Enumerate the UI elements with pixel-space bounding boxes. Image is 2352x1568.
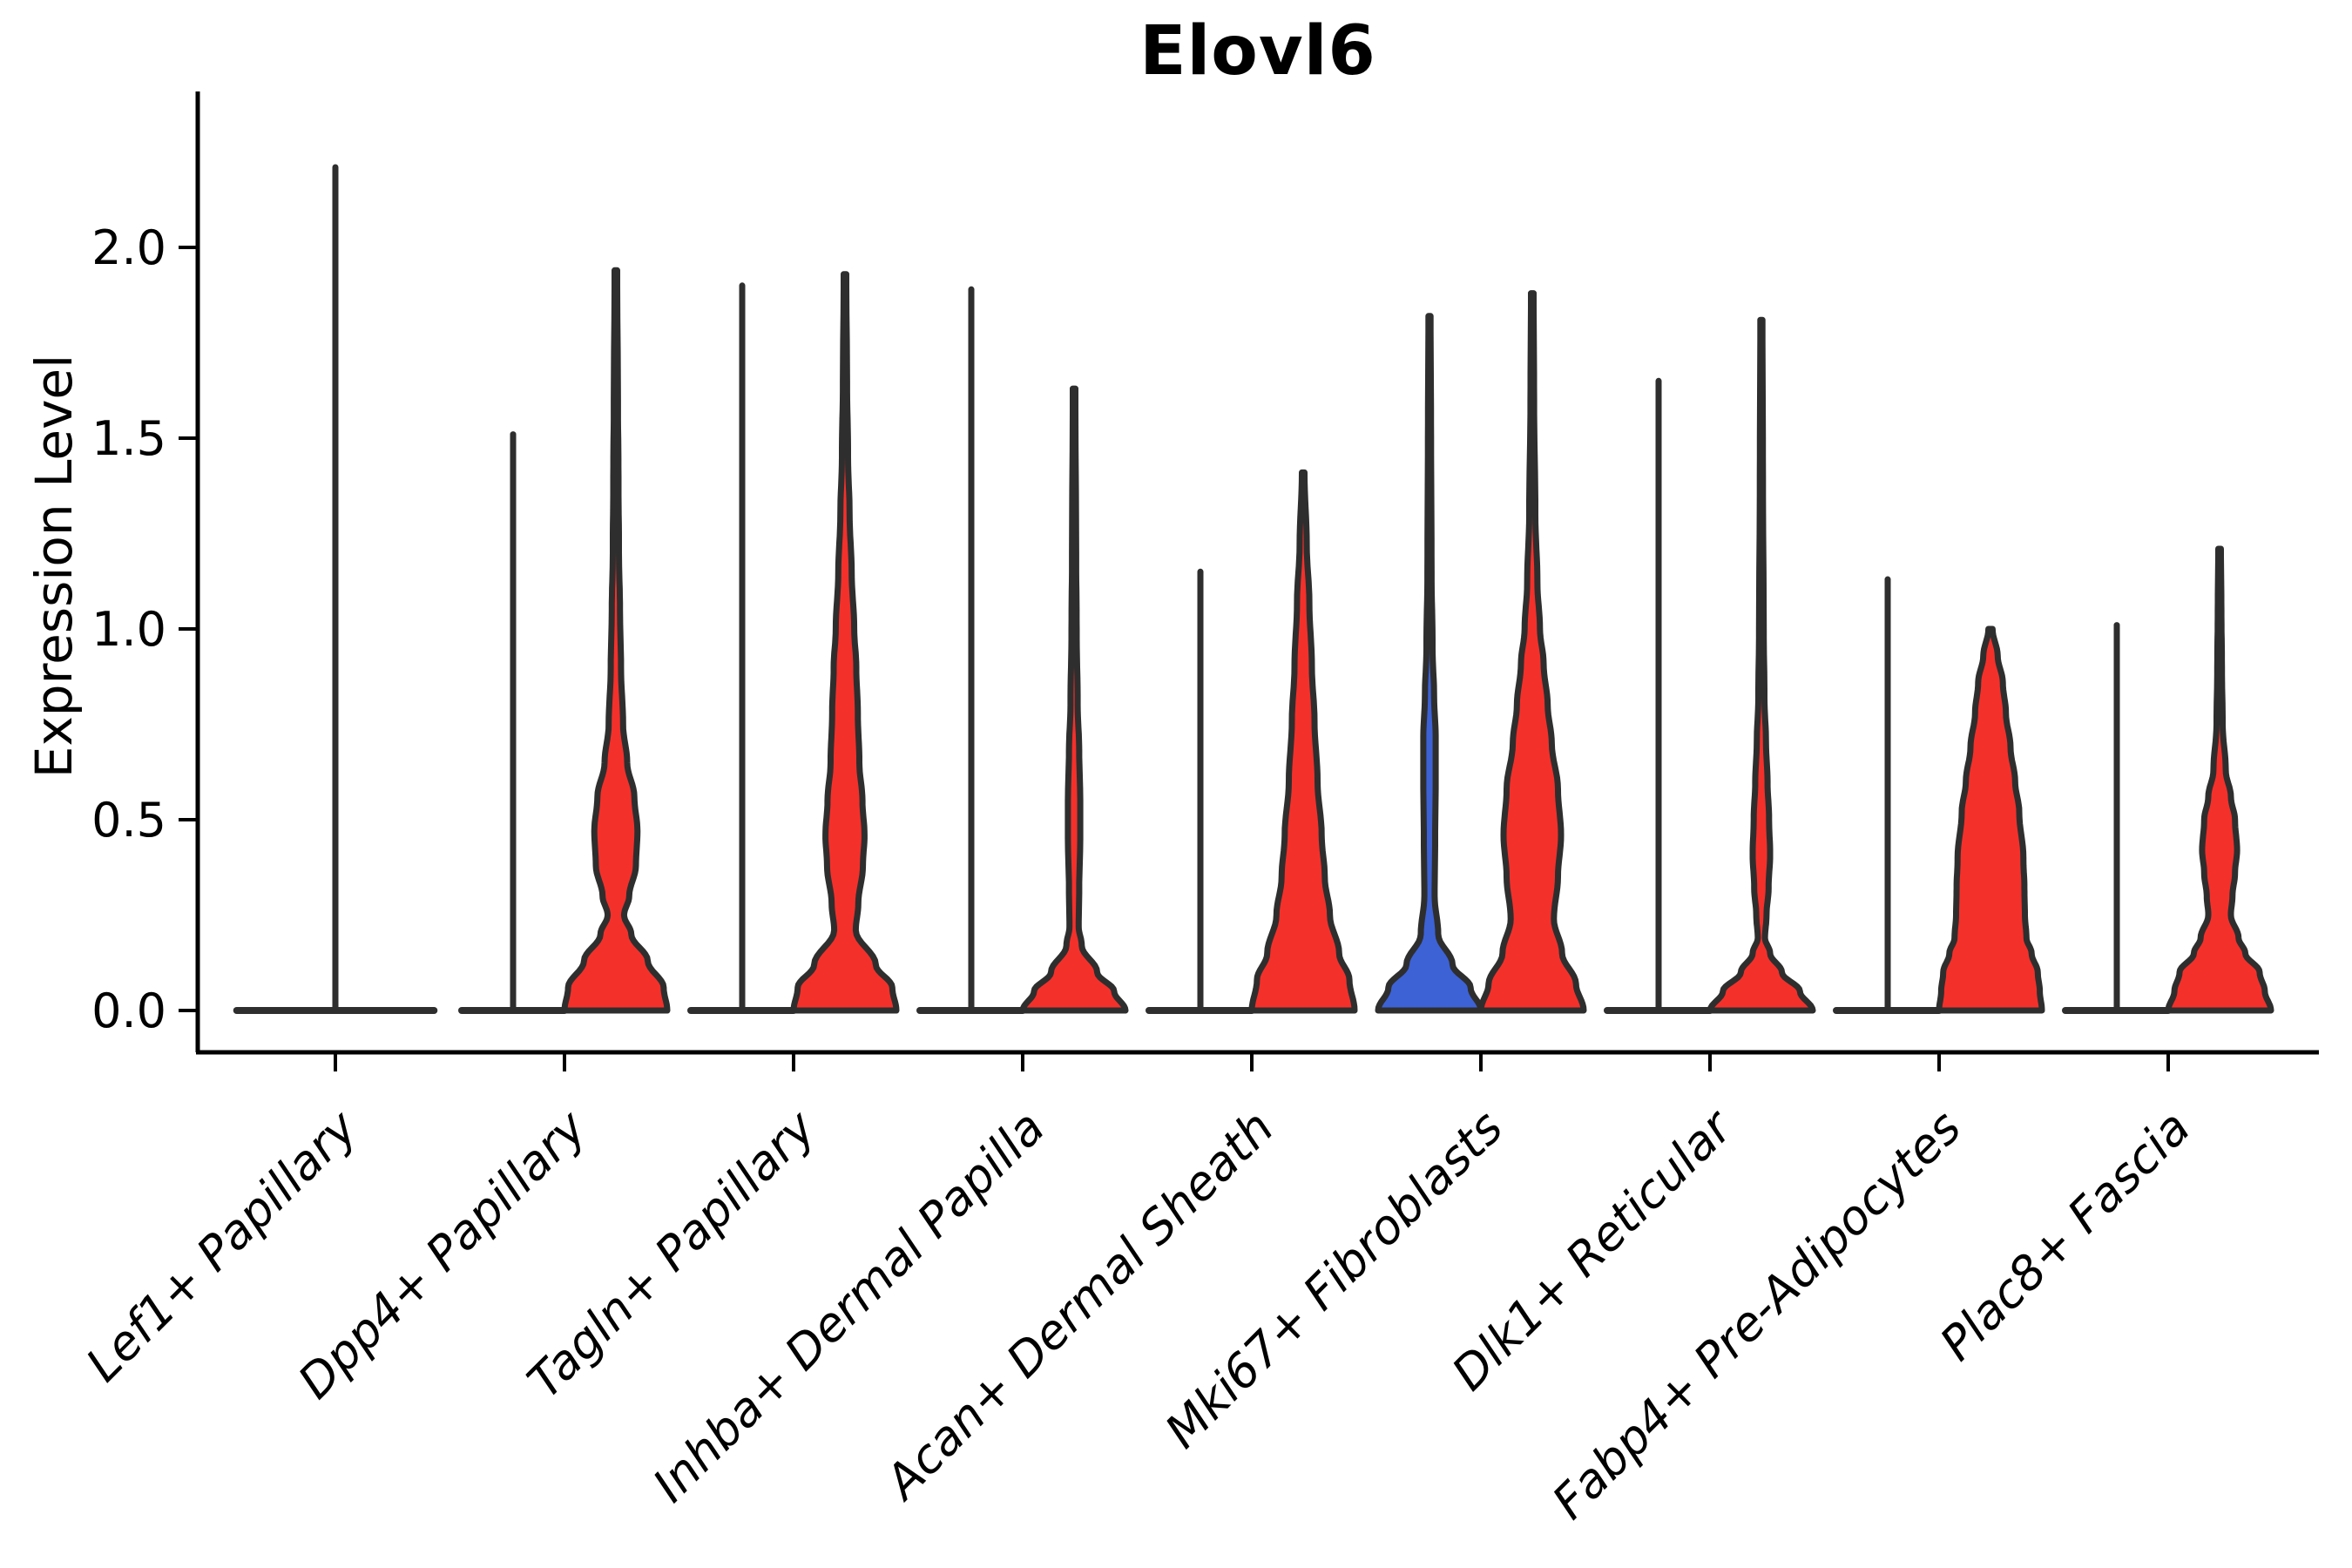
y-axis-title: Expression Level [24,354,84,779]
violin-inhba-right [1019,385,1129,1014]
violin-mki67-left [1375,313,1484,1014]
violin-plac8-right [2165,545,2274,1014]
x-tick-label: Fabp4+ Pre-Adipocytes [1542,1100,1971,1530]
violin-acan-right [1248,469,1358,1014]
violin-dlk1-right [1707,316,1816,1014]
violin-dpp4-right [561,267,671,1014]
x-tick-label: Plac8+ Fascia [1930,1100,2200,1371]
plot-title: Elovl6 [1139,12,1376,91]
x-tick-label: Acan+ Dermal Sheath [873,1100,1284,1511]
y-tick-label: 1.5 [91,411,166,466]
violin-tagln-right [790,271,900,1014]
y-tick-label: 0.5 [91,793,166,848]
violin-fabp4-right [1936,625,2045,1014]
y-tick-label: 1.0 [91,602,166,657]
x-tick-label: Inhba+ Dermal Papilla [642,1100,1055,1513]
y-tick-label: 2.0 [91,220,166,275]
violin-mki67-right [1477,290,1587,1014]
y-tick-label: 0.0 [91,983,166,1038]
